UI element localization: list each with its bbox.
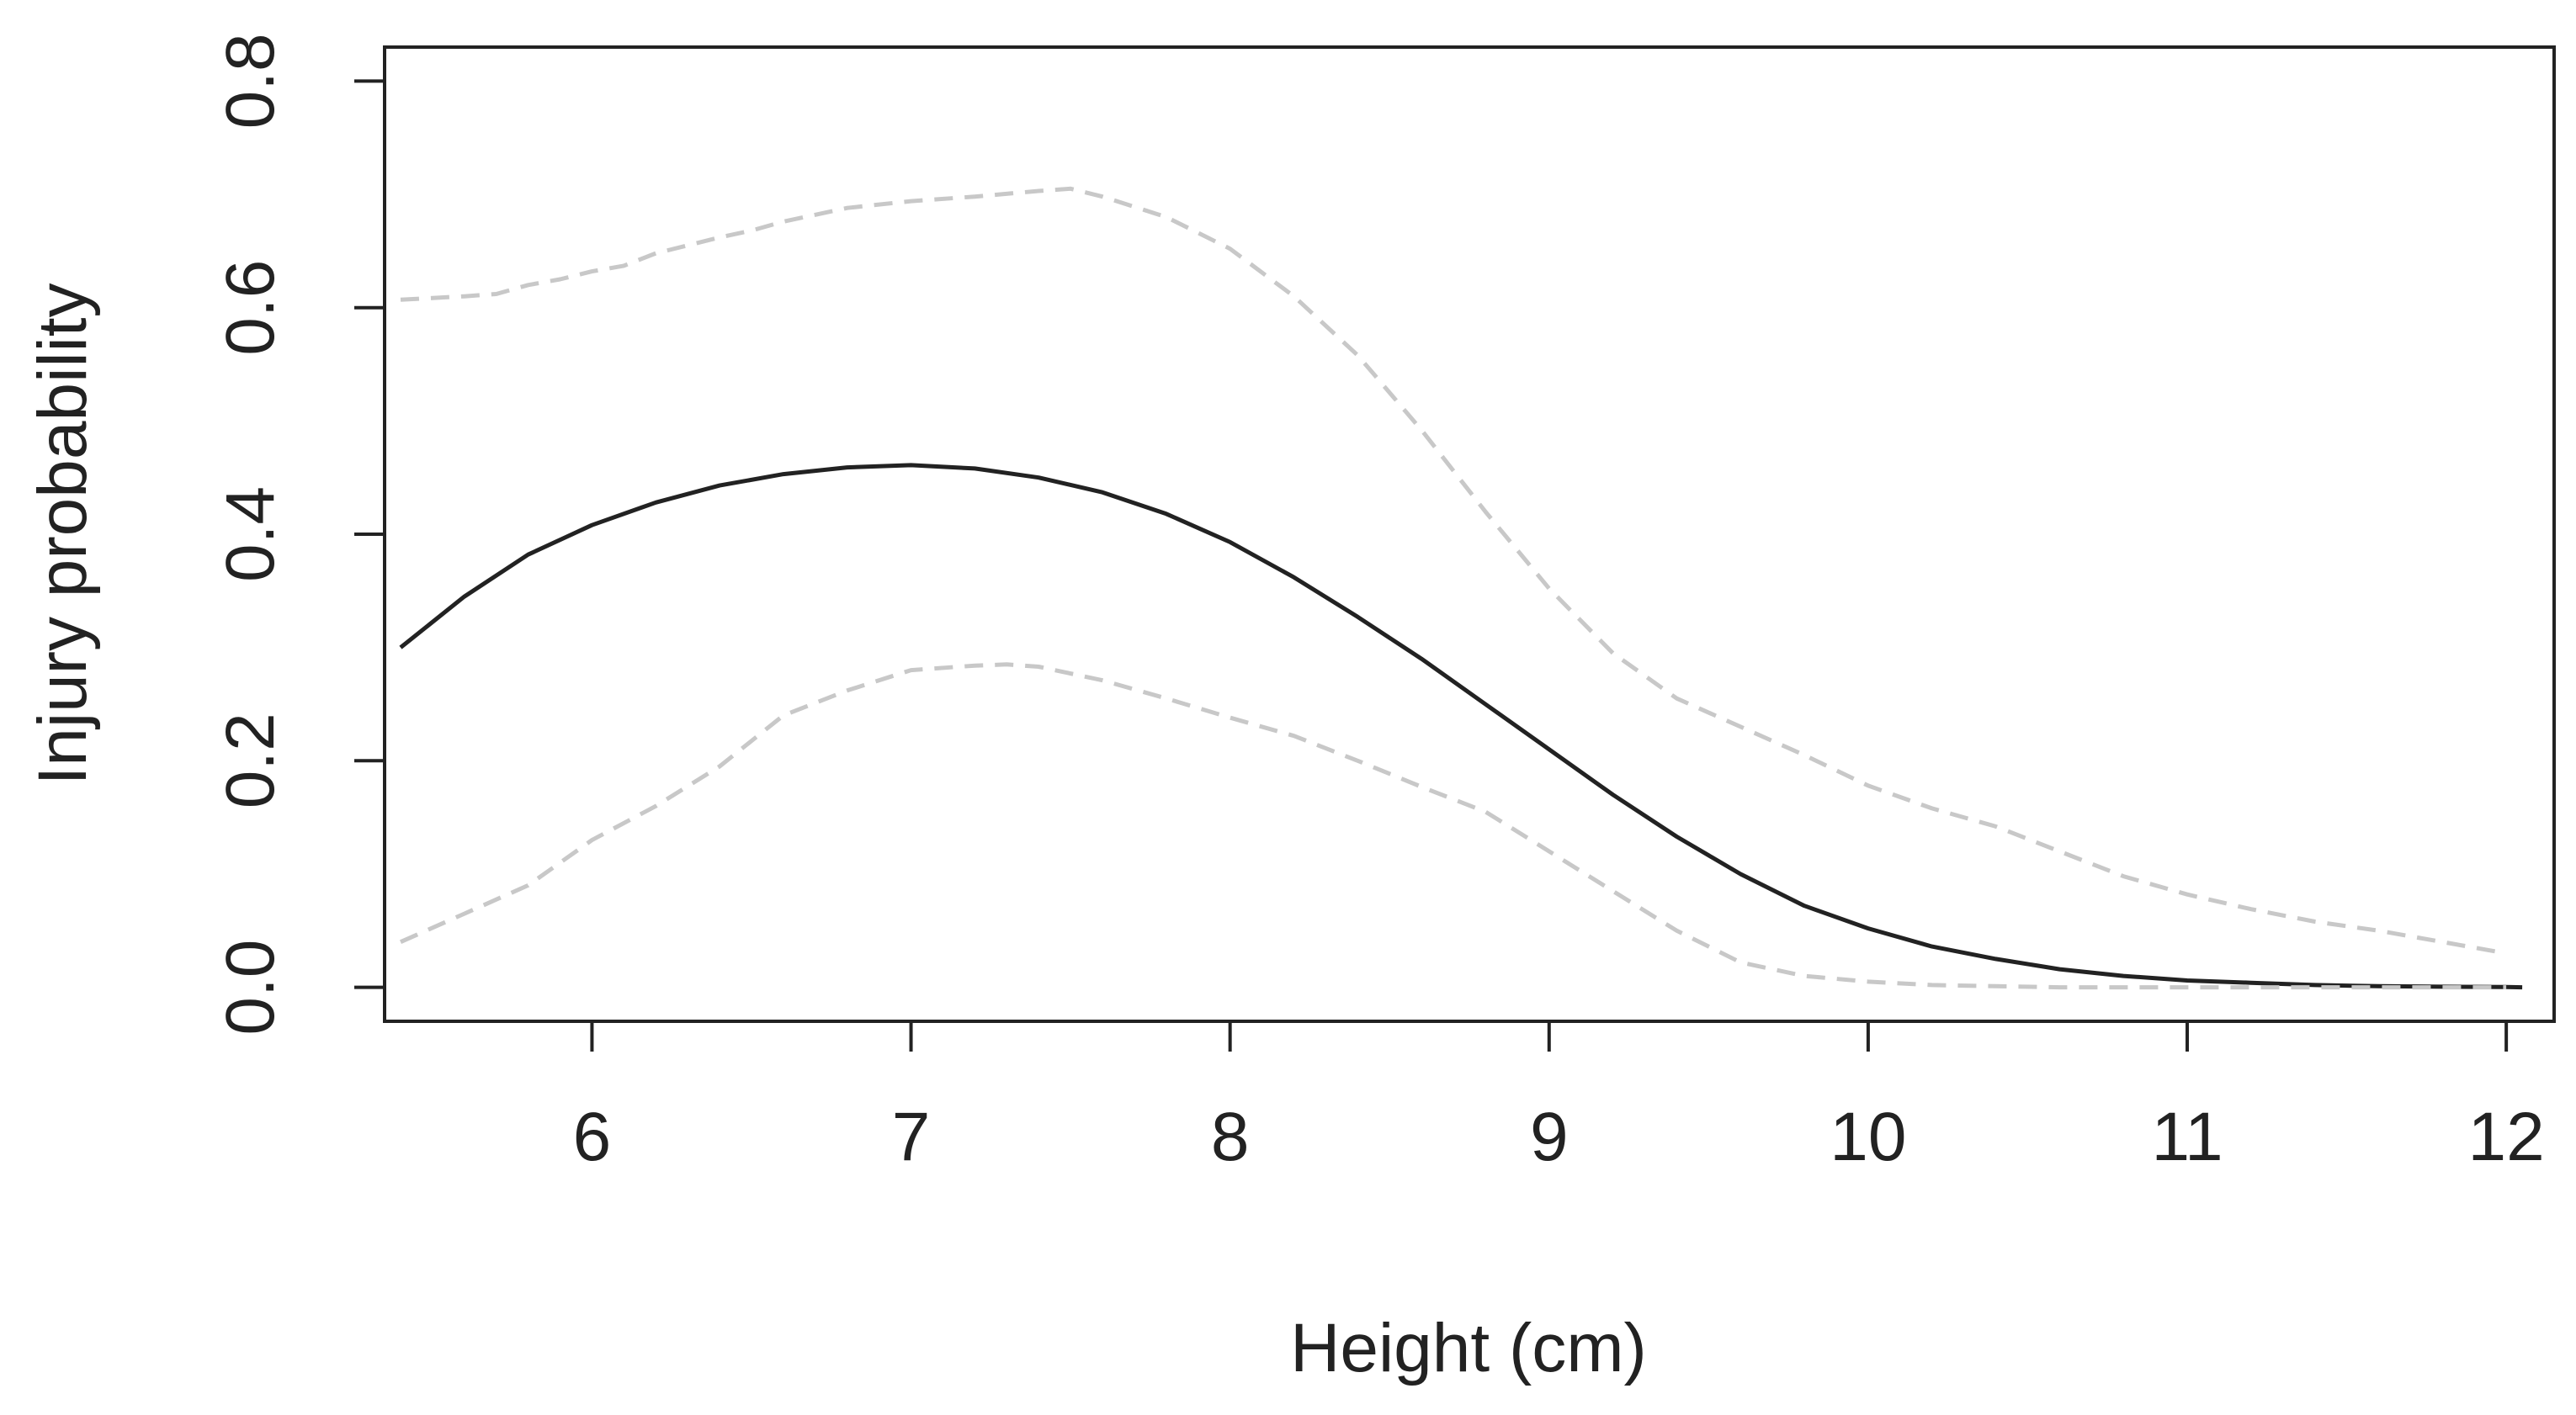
fitted-probability-line	[399, 463, 2523, 990]
x-tick-label: 6	[573, 1099, 612, 1175]
series-layer	[399, 186, 2523, 990]
y-tick-label: 0.8	[212, 33, 289, 129]
y-tick-label: 0.0	[212, 940, 289, 1036]
x-tick-label: 8	[1211, 1099, 1250, 1175]
x-axis: 6 7 8 9 10 11 12	[573, 1021, 2545, 1175]
y-tick-label: 0.4	[212, 486, 289, 582]
upper-confidence-line	[400, 186, 2507, 956]
x-tick-label: 11	[2151, 1099, 2223, 1175]
x-axis-label: Height (cm)	[1290, 1310, 1647, 1386]
plot-frame	[383, 45, 2556, 1023]
y-axis: 0.0 0.2 0.4 0.6 0.8	[212, 33, 385, 1036]
x-tick-label: 10	[1830, 1099, 1906, 1175]
lower-confidence-line	[399, 662, 2507, 990]
y-axis-label: Injury probability	[24, 283, 101, 785]
y-tick-label: 0.2	[212, 713, 289, 808]
x-tick-label: 12	[2468, 1099, 2545, 1175]
x-tick-label: 7	[892, 1099, 931, 1175]
x-tick-label: 9	[1530, 1099, 1569, 1175]
y-tick-label: 0.6	[212, 260, 289, 356]
